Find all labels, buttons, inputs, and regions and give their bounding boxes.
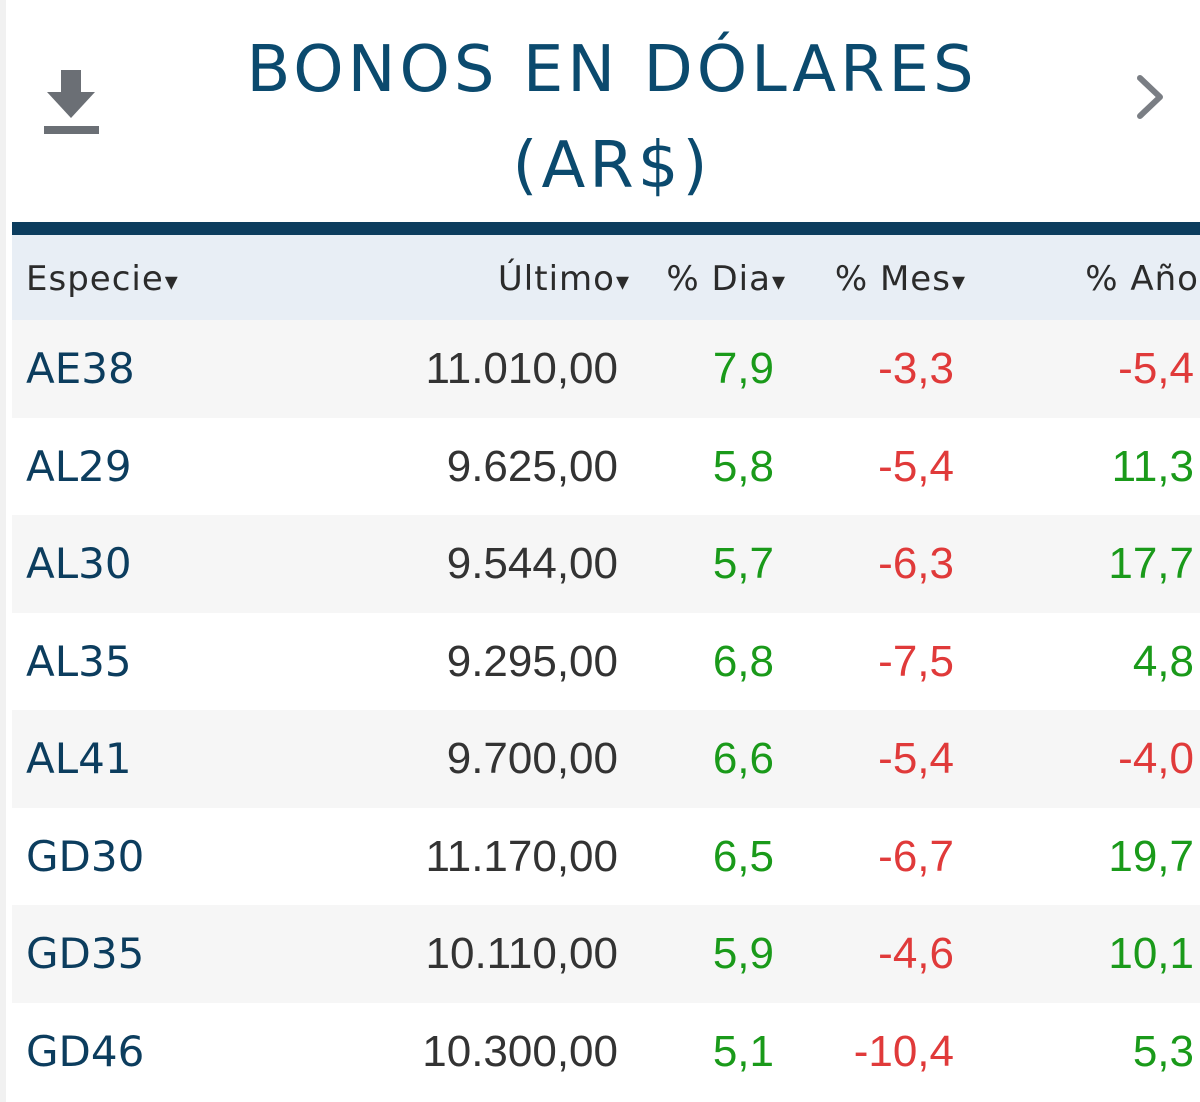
cell-mes: -7,5: [878, 636, 954, 686]
cell-ano: -5,4: [1118, 344, 1194, 393]
header-divider: [12, 222, 1200, 235]
column-header-mes[interactable]: % Mes▾: [834, 259, 966, 299]
cell-dia: 6,6: [712, 734, 774, 783]
cell-ano: 4,8: [1132, 636, 1194, 686]
table-row[interactable]: GD35 10.110,00 5,9 -4,6 10,1: [12, 905, 1200, 1003]
cell-especie: GD46: [26, 1026, 145, 1076]
table-row[interactable]: AL29 9.625,00 5,8 -5,4 11,3: [12, 417, 1200, 515]
table-row[interactable]: AL41 9.700,00 6,6 -5,4 -4,0: [12, 710, 1200, 808]
table-header: Especie▾ Último▾ % Dia▾ % Mes▾ % Año▾: [12, 235, 1200, 320]
cell-mes: -10,4: [853, 1026, 954, 1076]
cell-especie: AL29: [26, 441, 132, 491]
cell-especie: AL30: [26, 539, 132, 588]
sort-arrow-icon: ▾: [615, 267, 630, 297]
cell-mes: -6,7: [878, 831, 954, 881]
cell-especie: GD35: [26, 929, 145, 978]
cell-mes: -5,4: [878, 441, 954, 491]
table-row[interactable]: GD30 11.170,00 6,5 -6,7 19,7: [12, 807, 1200, 905]
cell-mes: -4,6: [878, 929, 954, 978]
cell-dia: 7,9: [712, 344, 774, 393]
cell-ano: -4,0: [1118, 734, 1194, 783]
widget-header: BONOS EN DÓLARES (AR$): [12, 0, 1200, 222]
table-row[interactable]: AL30 9.544,00 5,7 -6,3 17,7: [12, 515, 1200, 613]
cell-ano: 19,7: [1108, 831, 1194, 881]
cell-ultimo: 9.295,00: [446, 636, 618, 686]
column-header-dia[interactable]: % Dia▾: [666, 259, 786, 299]
cell-especie: AL41: [26, 734, 132, 783]
cell-ultimo: 9.625,00: [446, 441, 618, 491]
cell-dia: 6,5: [712, 831, 774, 881]
sort-arrow-icon: ▾: [771, 267, 786, 297]
cell-ultimo: 11.010,00: [425, 344, 618, 393]
widget-title: BONOS EN DÓLARES (AR$): [246, 33, 978, 203]
sort-arrow-icon: ▾: [951, 267, 966, 297]
cell-dia: 5,1: [712, 1026, 774, 1076]
table-row[interactable]: GD46 10.300,00 5,1 -10,4 5,3: [12, 1002, 1200, 1100]
cell-dia: 6,8: [712, 636, 774, 686]
cell-mes: -6,3: [878, 539, 954, 588]
cell-ultimo: 9.700,00: [446, 734, 618, 783]
column-header-ano[interactable]: % Año▾: [1085, 235, 1200, 320]
next-button[interactable]: [1130, 72, 1170, 122]
cell-ano: 5,3: [1132, 1026, 1194, 1076]
cell-ano: 10,1: [1108, 929, 1194, 978]
cell-ultimo: 10.110,00: [425, 929, 618, 978]
column-header-ultimo[interactable]: Último▾: [497, 259, 630, 299]
table-row[interactable]: AE38 11.010,00 7,9 -3,3 -5,4: [12, 320, 1200, 418]
sort-arrow-icon: ▾: [164, 267, 179, 297]
cell-ano: 17,7: [1108, 539, 1194, 588]
bonds-table: Especie▾ Último▾ % Dia▾ % Mes▾ % Año▾ AE…: [12, 235, 1200, 1100]
cell-ultimo: 11.170,00: [425, 831, 618, 881]
cell-especie: AE38: [26, 344, 135, 393]
cell-especie: GD30: [26, 831, 145, 881]
download-button[interactable]: [38, 68, 108, 142]
cell-ultimo: 9.544,00: [446, 539, 618, 588]
cell-ultimo: 10.300,00: [422, 1026, 618, 1076]
cell-mes: -3,3: [878, 344, 954, 393]
cell-mes: -5,4: [878, 734, 954, 783]
cell-ano: 11,3: [1111, 441, 1194, 491]
cell-dia: 5,8: [712, 441, 774, 491]
cell-especie: AL35: [26, 636, 132, 686]
table-row[interactable]: AL35 9.295,00 6,8 -7,5 4,8: [12, 612, 1200, 710]
cell-dia: 5,9: [712, 929, 774, 978]
chevron-right-icon: [1137, 75, 1163, 119]
column-header-especie[interactable]: Especie▾: [26, 259, 179, 299]
download-icon: [44, 70, 99, 134]
cell-dia: 5,7: [712, 539, 774, 588]
